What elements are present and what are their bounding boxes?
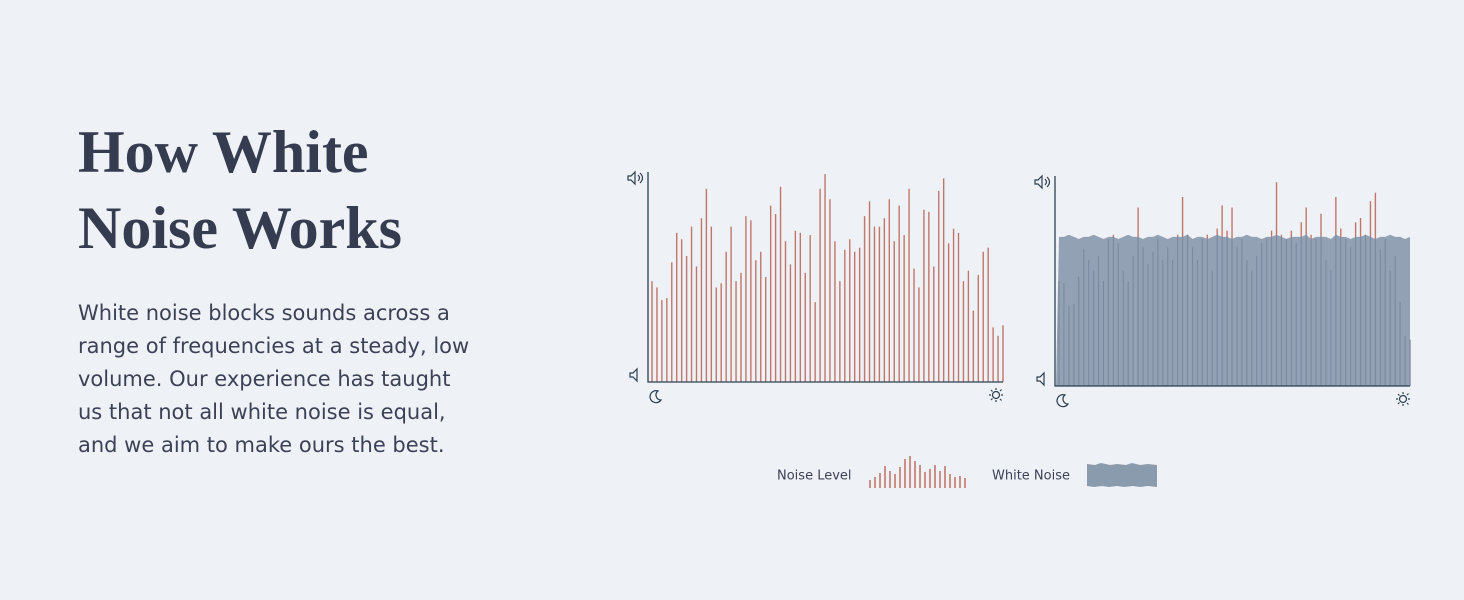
- axis: [1054, 176, 1410, 387]
- legend-label: Noise Level: [777, 469, 852, 484]
- legend-label: White Noise: [992, 469, 1070, 484]
- axis: [647, 172, 1003, 383]
- icons: [627, 170, 1410, 408]
- body-line: White noise blocks sounds across a: [78, 301, 450, 325]
- body-line: and we aim to make ours the best.: [78, 433, 445, 457]
- body-line: volume. Our experience has taught: [78, 367, 450, 391]
- heading-line: Noise Works: [78, 195, 402, 261]
- area: [1056, 234, 1410, 386]
- body-line: range of frequencies at a steady, low: [78, 334, 469, 358]
- charts: [647, 172, 1411, 387]
- legend: Noise Level White Noise: [777, 456, 1157, 488]
- body-text: White noise blocks sounds across a range …: [78, 301, 469, 457]
- heading-line: How White: [78, 119, 369, 185]
- body-line: us that not all white noise is equal,: [78, 400, 446, 424]
